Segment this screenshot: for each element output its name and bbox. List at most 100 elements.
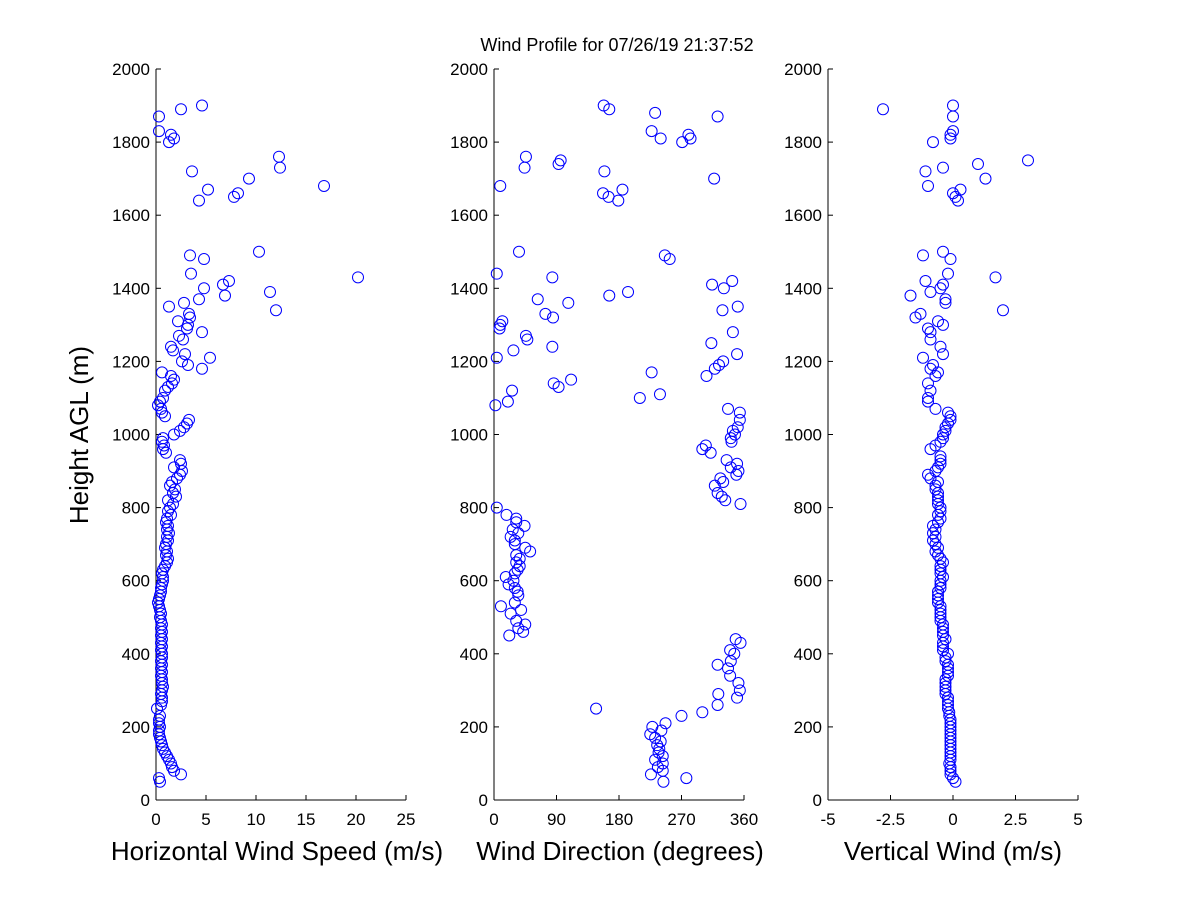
data-point: [944, 128, 957, 141]
data-point: [934, 454, 947, 467]
data-point: [649, 106, 662, 119]
horizontal-wind-speed-panel: 0 200 400 600 800 1000 1200 1400 1600 1800 2000 0 5 1…: [112, 60, 415, 829]
data-point: [939, 293, 952, 306]
data-point: [156, 739, 168, 752]
data-point: [657, 775, 670, 788]
data-point: [160, 516, 172, 529]
y-tick-label: 200: [122, 718, 150, 737]
data-point: [952, 194, 964, 207]
x-tick-label: 180: [605, 810, 633, 829]
data-point: [942, 691, 954, 704]
x-tick-label: 20: [347, 810, 366, 829]
data-point: [494, 318, 507, 331]
data-point: [942, 267, 954, 280]
data-point: [159, 384, 171, 397]
data-point: [722, 662, 735, 675]
data-point: [932, 508, 944, 521]
y-tick-label: 1600: [784, 206, 822, 225]
data-point: [717, 476, 730, 489]
data-point: [944, 413, 957, 426]
data-point: [507, 574, 520, 587]
data-point: [153, 772, 165, 785]
data-point: [198, 282, 210, 295]
data-point: [942, 698, 954, 711]
data-point: [711, 110, 724, 123]
data-point: [724, 432, 737, 445]
data-point: [562, 296, 575, 309]
data-point: [170, 490, 182, 503]
data-point: [597, 99, 610, 112]
data-point: [223, 274, 235, 287]
data-point: [181, 322, 193, 335]
data-point: [934, 603, 947, 616]
data-point: [917, 351, 929, 364]
data-point: [512, 589, 525, 602]
data-point: [270, 304, 282, 317]
data-point: [174, 424, 186, 437]
data-point: [904, 289, 917, 302]
data-point: [160, 446, 172, 459]
data-point: [972, 158, 984, 171]
x-tick-label: 360: [730, 810, 758, 829]
data-point: [663, 253, 676, 266]
data-point: [932, 592, 944, 605]
data-point: [731, 300, 744, 313]
data-point: [934, 282, 947, 295]
data-point: [932, 589, 944, 602]
data-point: [590, 702, 603, 715]
data-point: [175, 457, 187, 470]
data-point: [937, 161, 949, 174]
data-point: [644, 728, 657, 741]
data-point: [937, 278, 949, 291]
data-point: [273, 150, 285, 163]
data-point: [152, 596, 164, 609]
data-point: [519, 541, 532, 554]
data-point: [932, 541, 944, 554]
y-tick-label: 600: [122, 572, 150, 591]
data-point: [163, 300, 175, 313]
data-point: [733, 684, 746, 697]
x-axis-label-vertical-wind: Vertical Wind (m/s): [844, 836, 1062, 866]
data-point: [937, 618, 949, 631]
data-point: [922, 391, 934, 404]
data-point: [511, 585, 524, 598]
data-point: [711, 698, 724, 711]
y-tick-label: 200: [460, 718, 488, 737]
data-point: [937, 428, 949, 441]
data-point: [508, 538, 521, 551]
data-point: [165, 128, 177, 141]
data-point: [934, 501, 947, 514]
data-point: [506, 384, 519, 397]
data-point: [929, 370, 942, 383]
x-tick-label: 2.5: [1004, 810, 1028, 829]
data-point: [711, 658, 724, 671]
data-point: [166, 761, 178, 774]
data-point: [175, 103, 187, 116]
y-tick-label: 1800: [784, 133, 822, 152]
data-point: [934, 340, 947, 353]
data-point: [196, 326, 208, 339]
data-point: [519, 150, 532, 163]
data-point: [922, 179, 934, 192]
data-point: [183, 413, 195, 426]
data-point: [603, 289, 616, 302]
data-point: [178, 296, 190, 309]
y-tick-label: 800: [460, 499, 488, 518]
x-tick-label: -2.5: [876, 810, 905, 829]
data-point: [711, 486, 724, 499]
data-point: [939, 651, 952, 664]
data-point: [927, 527, 939, 540]
data-point: [939, 296, 952, 309]
data-point: [510, 556, 523, 569]
data-point: [719, 494, 732, 507]
data-point: [919, 165, 932, 178]
data-point: [504, 607, 517, 620]
data-point: [934, 450, 947, 463]
data-point: [645, 366, 658, 379]
data-point: [155, 735, 167, 748]
data-point: [937, 644, 949, 657]
data-point: [937, 556, 949, 569]
data-point: [944, 410, 957, 423]
data-point: [922, 395, 934, 408]
y-tick-label: 1200: [784, 352, 822, 371]
